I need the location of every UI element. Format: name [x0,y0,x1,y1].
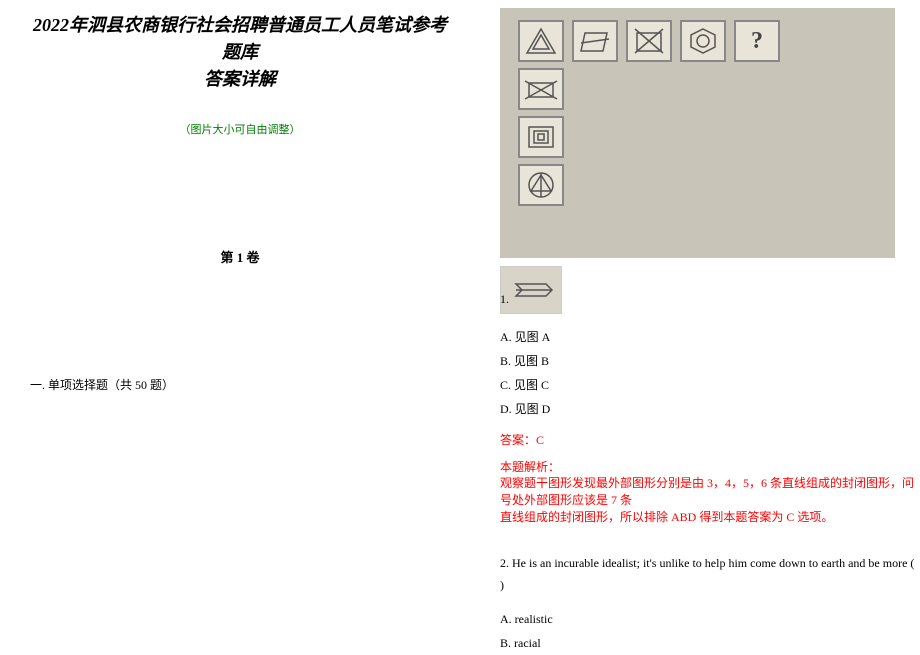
subsection-label: 一. 单项选择题（共 50 题） [30,376,450,393]
puzzle-option-d [500,266,562,314]
resize-note: （图片大小可自由调整） [30,121,450,137]
puzzle-figure: ? [500,8,895,258]
title-line1: 2022年泗县农商银行社会招聘普通员工人员笔试参考题库 [30,12,450,66]
puzzle-box-2 [572,20,618,62]
question-1-options: A. 见图 A B. 见图 B C. 见图 C D. 见图 D [500,325,920,421]
document-title: 2022年泗县农商银行社会招聘普通员工人员笔试参考题库 答案详解 [30,12,450,93]
analysis-text1: 观察题干图形发现最外部图形分别是由 3，4，5，6 条直线组成的封闭图形，问号处… [500,475,920,509]
puzzle-box-4 [680,20,726,62]
analysis-label: 本题解析： [500,458,920,475]
puzzle-box-3 [626,20,672,62]
option-b: B. 见图 B [500,349,920,373]
puzzle-option-a [518,68,564,110]
puzzle-top-row: ? [518,20,780,62]
option-a: A. 见图 A [500,325,920,349]
puzzle-option-c [518,164,564,206]
question-2-text: 2. He is an incurable idealist; it's unl… [500,553,920,596]
puzzle-box-1 [518,20,564,62]
title-line2: 答案详解 [30,66,450,93]
q2-option-a: A. realistic [500,607,920,631]
question-2-options: A. realistic B. racial [500,607,920,655]
puzzle-left-column [518,68,564,206]
section-label: 第 1 卷 [30,247,450,266]
puzzle-box-question: ? [734,20,780,62]
answer-label: 答案：C [500,431,920,448]
question-1-number: 1. [500,292,920,307]
option-c: C. 见图 C [500,373,920,397]
option-d: D. 见图 D [500,397,920,421]
puzzle-option-b [518,116,564,158]
question-mark-icon: ? [751,28,763,55]
analysis-text2: 直线组成的封闭图形，所以排除 ABD 得到本题答案为 C 选项。 [500,509,920,526]
